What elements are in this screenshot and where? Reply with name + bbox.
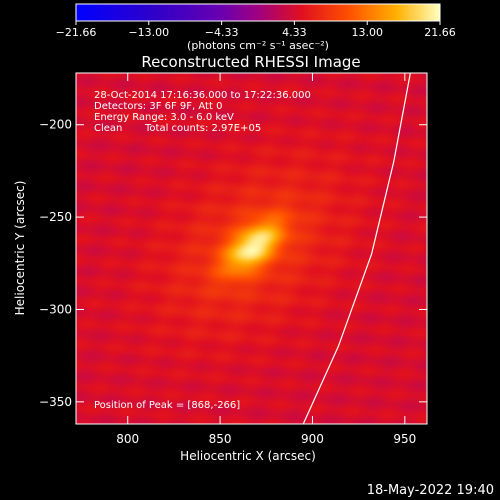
y-axis-ticks: −200 −250 −300 −350 — [39, 118, 427, 409]
colorbar-tick-label: −21.66 — [56, 26, 97, 39]
colorbar-tick-label: −4.33 — [205, 26, 239, 39]
detectors-text: Detectors: 3F 6F 9F, Att 0 — [94, 101, 222, 112]
solar-limb-line — [302, 73, 411, 424]
x-axis-ticks: 800 850 900 950 — [116, 73, 416, 446]
peak-position-text: Position of Peak = [868,-266] — [94, 400, 240, 411]
colorbar-ticks: −21.66 −13.00 −4.33 4.33 13.00 21.66 — [56, 21, 456, 39]
colorbar-tick-label: −13.00 — [128, 26, 169, 39]
plot-frame — [75, 72, 428, 425]
footer-timestamp: 18-May-2022 19:40 — [367, 483, 494, 498]
colorbar-frame — [75, 3, 441, 22]
y-tick-label: −300 — [39, 302, 72, 316]
colorbar-tick-label: 13.00 — [351, 26, 383, 39]
x-tick-label: 800 — [116, 432, 139, 446]
colorbar: −21.66 −13.00 −4.33 4.33 13.00 21.66 (photons… — [56, 3, 456, 52]
x-tick-label: 850 — [209, 432, 232, 446]
chart-title: Reconstructed RHESSI Image — [141, 53, 360, 71]
heatmap-image — [76, 73, 427, 424]
plot-area: 800 850 900 950 −200 −250 −300 −350 28-Oct-201… — [39, 72, 428, 446]
colorbar-gradient — [76, 4, 440, 21]
colorbar-tick-label: 21.66 — [424, 26, 456, 39]
colorbar-unit-label: (photons cm⁻² s⁻¹ asec⁻²) — [187, 39, 329, 52]
y-tick-label: −350 — [39, 395, 72, 409]
total-counts-text: Total counts: 2.97E+05 — [144, 123, 261, 134]
x-axis-label: Heliocentric X (arcsec) — [180, 449, 316, 463]
colorbar-tick-label: 4.33 — [282, 26, 307, 39]
energy-range-text: Energy Range: 3.0 - 6.0 keV — [94, 112, 234, 123]
y-tick-label: −200 — [39, 118, 72, 132]
y-tick-label: −250 — [39, 210, 72, 224]
time-range-text: 28-Oct-2014 17:16:36.000 to 17:22:36.000 — [94, 90, 311, 101]
y-axis-label: Heliocentric Y (arcsec) — [13, 181, 27, 316]
x-tick-label: 900 — [301, 432, 324, 446]
x-tick-label: 950 — [393, 432, 416, 446]
method-text: Clean — [94, 123, 122, 134]
